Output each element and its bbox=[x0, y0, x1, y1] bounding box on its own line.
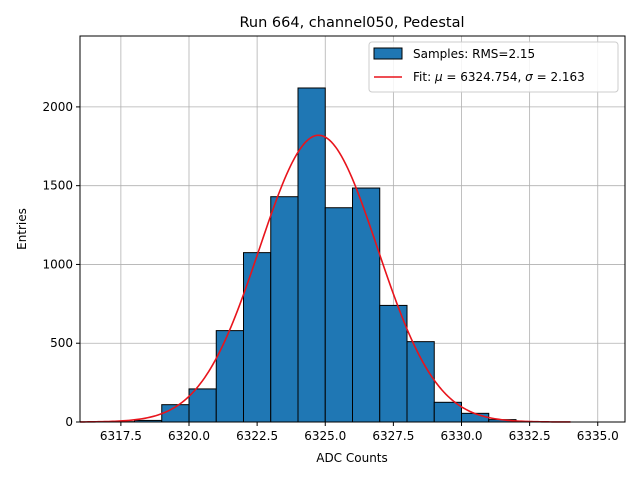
legend-fit-prefix: Fit: bbox=[413, 70, 435, 84]
y-axis-label: Entries bbox=[15, 208, 29, 250]
y-axis: 0 500 1000 1500 2000 bbox=[42, 100, 80, 429]
x-tick-label-1: 6320.0 bbox=[168, 429, 210, 443]
histogram-bar-10 bbox=[380, 305, 407, 422]
legend-fit-mu-symbol: μ bbox=[434, 70, 443, 84]
x-tick-label-3: 6325.0 bbox=[304, 429, 346, 443]
x-tick-label-0: 6317.5 bbox=[100, 429, 142, 443]
legend-label-fit: Fit: μ = 6324.754, σ = 2.163 bbox=[413, 70, 585, 84]
legend-swatch-samples bbox=[374, 48, 402, 59]
histogram-bar-13 bbox=[462, 413, 489, 422]
histogram-bar-6 bbox=[271, 197, 298, 422]
histogram-bar-8 bbox=[325, 208, 352, 422]
x-axis-label: ADC Counts bbox=[316, 451, 388, 465]
histogram-bar-9 bbox=[353, 188, 380, 422]
y-tick-label-4: 2000 bbox=[42, 100, 73, 114]
histogram-bar-5 bbox=[244, 253, 271, 422]
x-tick-label-4: 6327.5 bbox=[372, 429, 414, 443]
chart-title: Run 664, channel050, Pedestal bbox=[239, 15, 464, 31]
histogram-bar-3 bbox=[189, 389, 216, 422]
x-tick-label-6: 6332.5 bbox=[509, 429, 551, 443]
x-axis: 6317.5 6320.0 6322.5 6325.0 6327.5 6330.0 6332… bbox=[100, 422, 619, 443]
y-tick-label-3: 1500 bbox=[42, 179, 73, 193]
x-tick-label-2: 6322.5 bbox=[236, 429, 278, 443]
legend-label-samples: Samples: RMS=2.15 bbox=[413, 47, 535, 61]
histogram-bar-12 bbox=[434, 402, 461, 422]
y-tick-label-2: 1000 bbox=[42, 257, 73, 271]
legend-fit-mu-value: = 6324.754, bbox=[443, 70, 526, 84]
x-tick-label-5: 6330.0 bbox=[441, 429, 483, 443]
histogram-bar-4 bbox=[216, 331, 243, 422]
y-tick-label-0: 0 bbox=[65, 415, 73, 429]
x-tick-label-7: 6335.0 bbox=[577, 429, 619, 443]
legend-fit-sigma-value: = 2.163 bbox=[533, 70, 585, 84]
histogram-bar-11 bbox=[407, 342, 434, 422]
legend: Samples: RMS=2.15 Fit: μ = 6324.754, σ =… bbox=[369, 42, 618, 92]
y-tick-label-1: 500 bbox=[50, 336, 73, 350]
